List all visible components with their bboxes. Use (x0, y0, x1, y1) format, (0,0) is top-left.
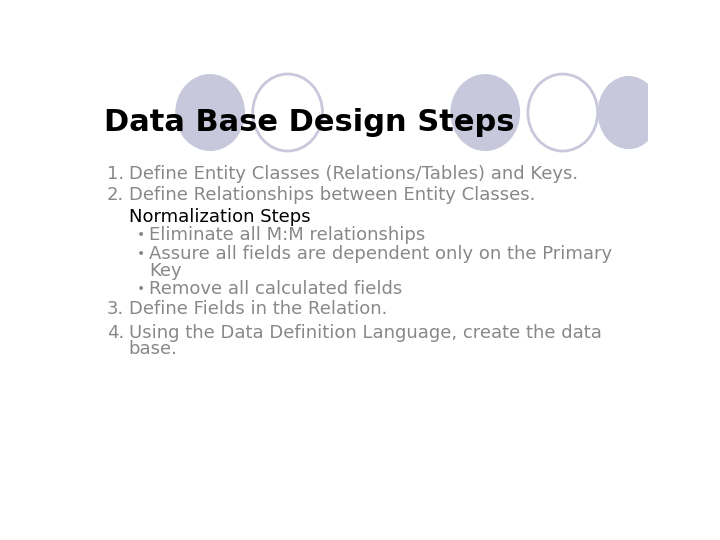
Text: 1.: 1. (107, 165, 124, 183)
Text: Define Entity Classes (Relations/Tables) and Keys.: Define Entity Classes (Relations/Tables)… (129, 165, 578, 183)
Text: 2.: 2. (107, 186, 125, 205)
Text: Using the Data Definition Language, create the data: Using the Data Definition Language, crea… (129, 323, 602, 341)
Text: Key: Key (149, 262, 181, 280)
Text: •: • (137, 247, 145, 260)
Ellipse shape (175, 74, 245, 151)
Text: Data Base Design Steps: Data Base Design Steps (104, 108, 515, 137)
Text: Define Fields in the Relation.: Define Fields in the Relation. (129, 300, 387, 319)
Text: Assure all fields are dependent only on the Primary: Assure all fields are dependent only on … (149, 245, 612, 263)
Text: base.: base. (129, 340, 178, 359)
Ellipse shape (451, 74, 520, 151)
Text: 4.: 4. (107, 323, 125, 341)
Text: Remove all calculated fields: Remove all calculated fields (149, 280, 402, 299)
Text: Eliminate all M:M relationships: Eliminate all M:M relationships (149, 226, 425, 245)
Text: Define Relationships between Entity Classes.: Define Relationships between Entity Clas… (129, 186, 535, 205)
Text: •: • (137, 282, 145, 296)
Text: Normalization Steps: Normalization Steps (129, 208, 310, 226)
Ellipse shape (598, 76, 660, 149)
Text: •: • (137, 228, 145, 242)
Text: 3.: 3. (107, 300, 125, 319)
